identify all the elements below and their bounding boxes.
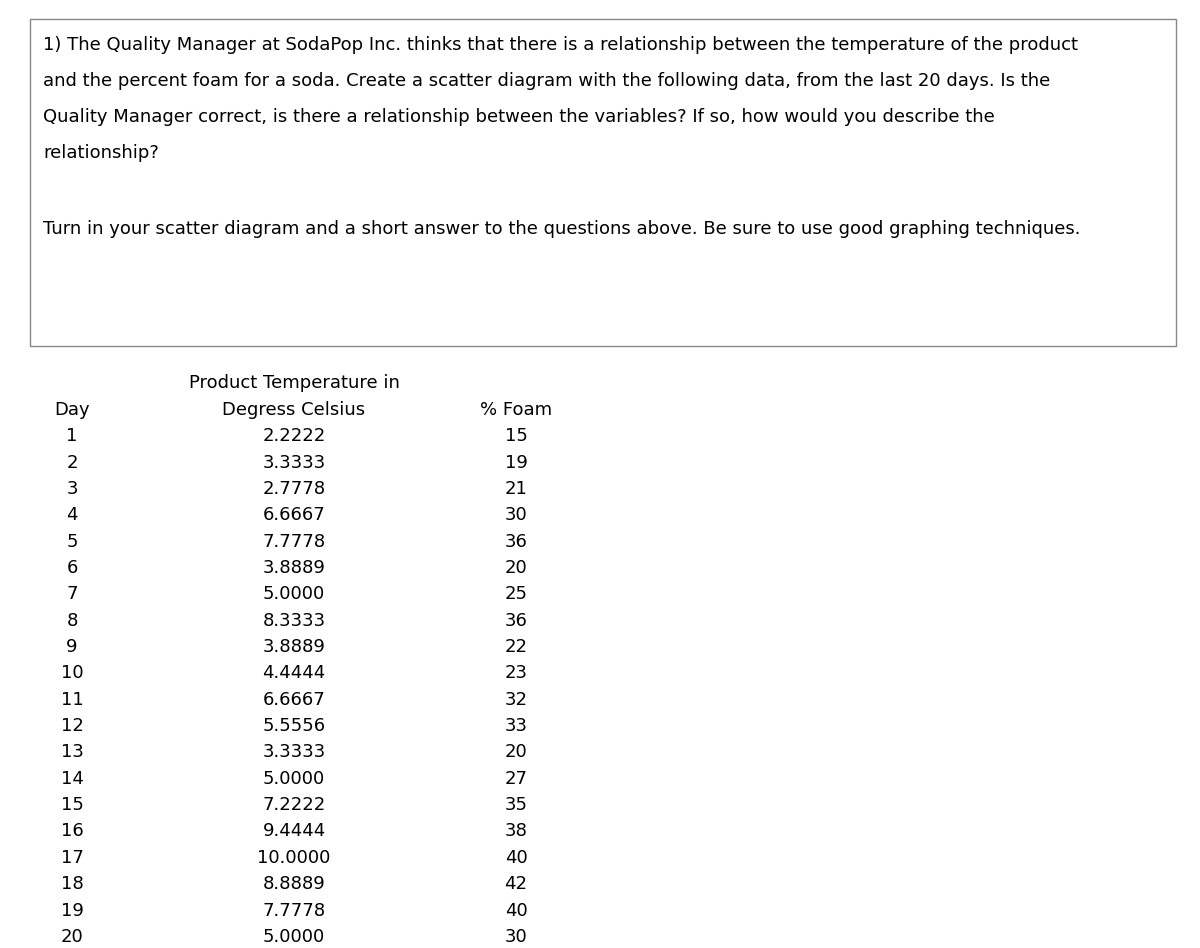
Text: 35: 35 [504,796,528,814]
Text: 15: 15 [60,796,84,814]
Text: 25: 25 [504,585,528,603]
Text: 5.0000: 5.0000 [263,770,325,788]
Text: 1: 1 [66,428,78,446]
Text: 40: 40 [505,848,527,866]
Text: 11: 11 [61,691,83,709]
Text: 14: 14 [60,770,84,788]
Text: 30: 30 [505,506,527,524]
Text: 9.4444: 9.4444 [263,823,325,841]
Text: 5.0000: 5.0000 [263,928,325,946]
Text: 4.4444: 4.4444 [263,665,325,683]
Text: 1) The Quality Manager at SodaPop Inc. thinks that there is a relationship betwe: 1) The Quality Manager at SodaPop Inc. t… [43,36,1079,54]
Text: 30: 30 [505,928,527,946]
Text: 5: 5 [66,533,78,551]
Text: relationship?: relationship? [43,144,160,162]
Text: 9: 9 [66,638,78,656]
Text: Quality Manager correct, is there a relationship between the variables? If so, h: Quality Manager correct, is there a rela… [43,108,995,126]
Text: Product Temperature in: Product Temperature in [188,374,400,392]
Text: 20: 20 [505,743,527,761]
Text: 3.3333: 3.3333 [263,743,325,761]
Bar [30,19,1176,346]
Text: 7.2222: 7.2222 [263,796,325,814]
Text: 21: 21 [504,480,528,498]
Text: 36: 36 [504,611,528,629]
Text: 20: 20 [505,559,527,577]
Text: 2.7778: 2.7778 [263,480,325,498]
Text: 4: 4 [66,506,78,524]
Text: 19: 19 [504,453,528,471]
Text: 23: 23 [504,665,528,683]
Text: 42: 42 [504,875,528,893]
Text: 40: 40 [505,902,527,920]
Text: 7.7778: 7.7778 [263,902,325,920]
Text: Day: Day [54,401,90,419]
Text: 33: 33 [504,717,528,735]
Text: 20: 20 [61,928,83,946]
Text: 36: 36 [504,533,528,551]
Text: 3.8889: 3.8889 [263,559,325,577]
Text: 2.2222: 2.2222 [263,428,325,446]
Text: 6.6667: 6.6667 [263,506,325,524]
Text: 7: 7 [66,585,78,603]
Text: 7.7778: 7.7778 [263,533,325,551]
Text: 17: 17 [60,848,84,866]
Text: Degress Celsius: Degress Celsius [222,401,366,419]
Text: Turn in your scatter diagram and a short answer to the questions above. Be sure : Turn in your scatter diagram and a short… [43,220,1081,238]
Text: 3.3333: 3.3333 [263,453,325,471]
Text: 6: 6 [66,559,78,577]
Text: and the percent foam for a soda. Create a scatter diagram with the following dat: and the percent foam for a soda. Create … [43,72,1050,90]
Text: 22: 22 [504,638,528,656]
Text: 27: 27 [504,770,528,788]
Text: 15: 15 [504,428,528,446]
Text: 12: 12 [60,717,84,735]
Text: 13: 13 [60,743,84,761]
Text: 10: 10 [61,665,83,683]
Text: 10.0000: 10.0000 [257,848,331,866]
Text: 18: 18 [61,875,83,893]
Text: 5.0000: 5.0000 [263,585,325,603]
Text: 5.5556: 5.5556 [263,717,325,735]
Text: 3.8889: 3.8889 [263,638,325,656]
Text: 8.8889: 8.8889 [263,875,325,893]
Text: 16: 16 [61,823,83,841]
Text: 32: 32 [504,691,528,709]
Text: 8: 8 [66,611,78,629]
Text: 38: 38 [504,823,528,841]
Text: 19: 19 [60,902,84,920]
Text: 8.3333: 8.3333 [263,611,325,629]
Text: % Foam: % Foam [480,401,552,419]
Text: 3: 3 [66,480,78,498]
Text: 2: 2 [66,453,78,471]
Text: 6.6667: 6.6667 [263,691,325,709]
